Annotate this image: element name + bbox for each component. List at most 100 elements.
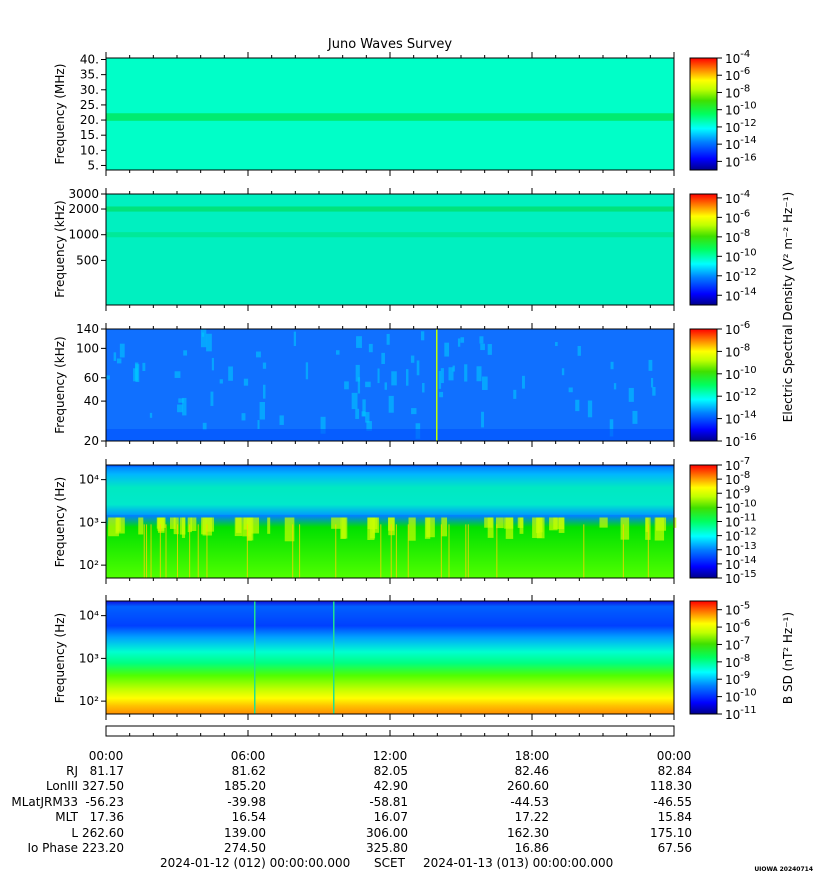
spike-line [189,524,191,578]
spike-line [647,524,649,578]
colorbar-exponent: -8 [740,470,750,481]
colorbar-exponent: -5 [740,601,750,612]
spike-line [292,524,294,578]
colorbar-tick-label: 10-12 [725,267,757,284]
y-tick-label: 40 [84,394,99,408]
spike-line [380,524,382,578]
ephemeris-value: 260.60 [507,779,549,794]
y-tick-label: 140 [76,322,99,336]
wave-burst [142,362,146,372]
wave-burst [408,517,416,541]
wave-burst [356,336,362,348]
panel3-ylabel: Frequency (kHz) [53,336,67,434]
wave-burst [366,421,372,431]
colorbar-exponent: -8 [740,342,750,353]
wave-burst [648,359,653,371]
colorbar-exponent: -10 [740,688,756,699]
spike-line [465,524,467,578]
wave-burst [279,415,284,425]
wave-burst [190,517,197,532]
spike-line [390,524,392,578]
footer-start-time: 2024-01-12 (012) 00:00:00.000 [160,856,351,870]
ephemeris-label: MLT [55,810,78,825]
wave-burst [553,517,565,530]
wave-burst [464,364,468,382]
wave-burst [355,364,360,382]
wave-burst [388,395,394,413]
wave-burst [561,368,565,376]
panel2-ylabel: Frequency (kHz) [53,200,67,298]
colorbar-tick-label: 10-6 [725,208,750,225]
wave-burst [179,517,186,535]
wave-burst [424,517,431,539]
wave-burst [522,375,525,389]
colorbar [689,57,718,171]
wave-burst [532,517,542,538]
ephemeris-label: Io Phase [27,841,78,855]
wave-burst [219,379,223,384]
colorbar-exponent: -7 [740,635,750,646]
colorbar-tick-label: 10-10 [725,101,757,118]
spike-line [150,524,152,578]
wave-burst [481,411,484,428]
spike-line [176,524,178,578]
wave-burst [234,517,243,537]
wave-burst [158,517,166,528]
ephemeris-value: 306.00 [366,825,408,840]
colorbar-exponent: -12 [740,527,756,538]
panel5-ylabel: Frequency (Hz) [53,612,67,704]
wave-burst [367,517,378,530]
wave-burst [568,387,573,393]
wave-burst [460,337,465,343]
spectrogram-bg [106,601,674,714]
panel-3: 140 100 60 40 20 10-6 10-8 10-10 10-12 10-14 10-16 [76,320,757,449]
colorbar-tick-label: 10-8 [725,653,750,670]
wave-burst [673,517,677,528]
ephemeris-value: 327.50 [82,779,124,794]
wave-burst [119,343,125,358]
wave-burst [262,384,266,399]
colorbar [689,193,718,306]
colorbar-exponent: -10 [740,365,756,376]
wave-burst [632,410,638,424]
wave-burst [448,367,454,381]
wave-burst [116,358,122,364]
wave-burst [259,401,265,420]
ephemeris-label: LonIII [45,779,78,794]
colorbar-tick-label: 10-14 [725,410,757,427]
y-tick-label: 10² [79,694,99,708]
wave-burst [613,383,617,390]
wave-burst [355,408,360,419]
ephemeris-value: 82.05 [373,764,408,778]
footer-scet-label: SCET [374,856,405,870]
wave-burst [174,371,181,378]
time-tick-label: 12:00 [373,749,408,763]
wave-burst [116,517,121,532]
time-tick-label: 18:00 [515,749,550,763]
wave-burst [426,517,435,538]
wave-burst [411,408,417,415]
upper-band [106,466,674,515]
wave-burst [480,343,485,351]
wave-burst [628,387,634,402]
spike-line [395,524,397,578]
wave-burst [479,336,484,344]
ephemeris-value: -44.53 [510,794,549,809]
colorbar-tick-label: 10-14 [725,135,757,152]
colorbar-tick-label: 10-11 [725,705,757,722]
colorbar-exponent: -4 [740,49,750,60]
colorbar-exponent: -8 [740,83,750,94]
wave-burst [357,377,361,394]
spike-line [436,329,438,441]
wave-burst [368,343,373,353]
y-tick-label: 100 [76,341,99,355]
wave-burst [200,329,207,348]
wave-burst [555,342,558,347]
ephemeris-value: 139.00 [224,825,266,840]
y-tick-label: 10³ [79,515,99,529]
y-tick-label: 1000 [68,228,99,242]
wave-burst [241,413,246,421]
colorbar-exponent: -10 [740,498,756,509]
wave-burst [108,517,119,537]
spike-line [159,524,161,578]
